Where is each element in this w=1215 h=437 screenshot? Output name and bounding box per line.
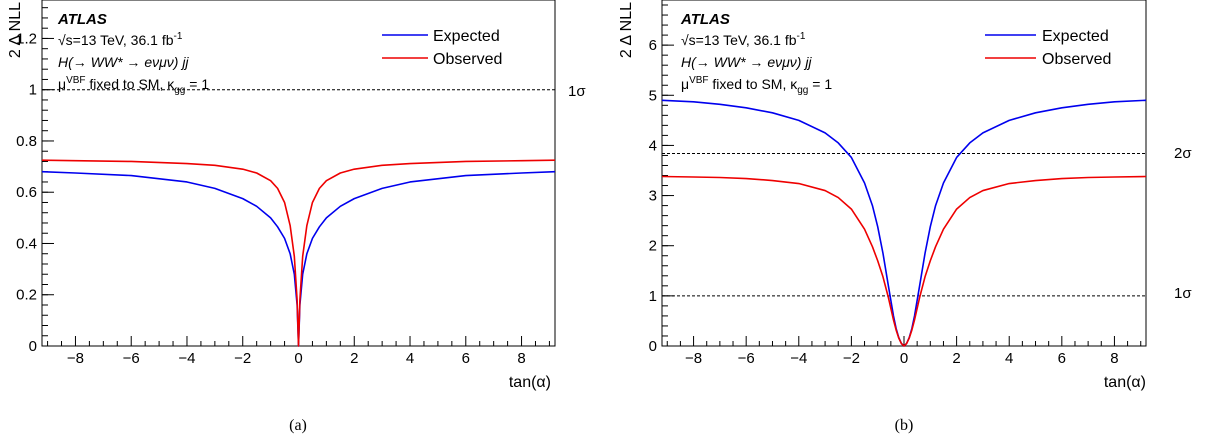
x-tick-label: 0 [294,350,302,367]
x-tick-label: −2 [843,350,860,367]
energy-annotation: √s=13 TeV, 36.1 fb-1 [681,31,806,48]
legend-observed-label: Observed [433,51,502,68]
x-tick-label: −6 [123,350,140,367]
panel-caption: (b) [895,417,914,434]
observed-curve [41,159,556,347]
panel-caption: (a) [289,417,307,434]
panel-b: −8 −6 −4 −2 0 2 4 6 8 0 1 2 3 4 5 6 ATLAS √s=13 TeV, 36… [618,0,1192,434]
process-annotation: H(→ WW* → eνμν) jj [58,54,189,70]
process-annotation: H(→ WW* → eνμν) jj [681,54,812,70]
x-tick-label: −6 [738,350,755,367]
x-tick-label: −2 [234,350,251,367]
atlas-label: ATLAS [680,11,730,28]
x-tick-label: −8 [67,350,84,367]
x-tick-label: 6 [1058,350,1066,367]
mu-annotation: μVBF fixed to SM, κgg = 1 [58,75,209,96]
y-tick-label: 0 [29,338,37,355]
x-tick-label: −8 [685,350,702,367]
y-tick-label: 0.6 [16,184,37,201]
y-tick-label: 0 [649,338,657,355]
x-axis-title: tan(α) [1104,374,1146,391]
x-tick-label: 6 [462,350,470,367]
panel-a: −8 −6 −4 −2 0 2 4 6 8 0 0.2 0.4 0.6 0.8 1 1.2 ATLAS √s=… [7,0,586,434]
legend-expected-label: Expected [1042,28,1109,45]
x-tick-label: 2 [350,350,358,367]
x-tick-label: −4 [790,350,807,367]
y-tick-label: 0.2 [16,287,37,304]
y-tick-label: 6 [649,37,657,54]
sigma-label-1: 1σ [568,83,586,100]
expected-curve [661,99,1147,347]
y-tick-label: 1 [649,288,657,305]
y-tick-label: 0.8 [16,133,37,150]
legend-observed-label: Observed [1042,51,1111,68]
x-tick-label: 0 [900,350,908,367]
observed-curve [661,175,1147,347]
y-axis-title: 2 Δ NLL [7,2,24,58]
y-tick-label: 1.2 [16,30,37,47]
mu-annotation: μVBF fixed to SM, κgg = 1 [681,75,832,96]
y-tick-label: 0.4 [16,235,37,252]
y-tick-label: 4 [649,137,657,154]
x-axis-title: tan(α) [509,374,551,391]
y-tick-label: 5 [649,87,657,104]
sigma-label-2: 2σ [1174,145,1192,162]
y-axis-title: 2 Δ NLL [618,2,635,58]
x-tick-label: 8 [517,350,525,367]
y-tick-label: 1 [29,82,37,99]
legend-expected-label: Expected [433,28,500,45]
atlas-label: ATLAS [57,11,107,28]
energy-annotation: √s=13 TeV, 36.1 fb-1 [58,31,183,48]
x-tick-label: −4 [178,350,195,367]
sigma-label-1: 1σ [1174,285,1192,302]
y-tick-label: 2 [649,238,657,255]
x-tick-label: 2 [952,350,960,367]
x-tick-label: 8 [1110,350,1118,367]
x-tick-label: 4 [1005,350,1013,367]
x-tick-label: 4 [406,350,414,367]
y-tick-label: 3 [649,188,657,205]
